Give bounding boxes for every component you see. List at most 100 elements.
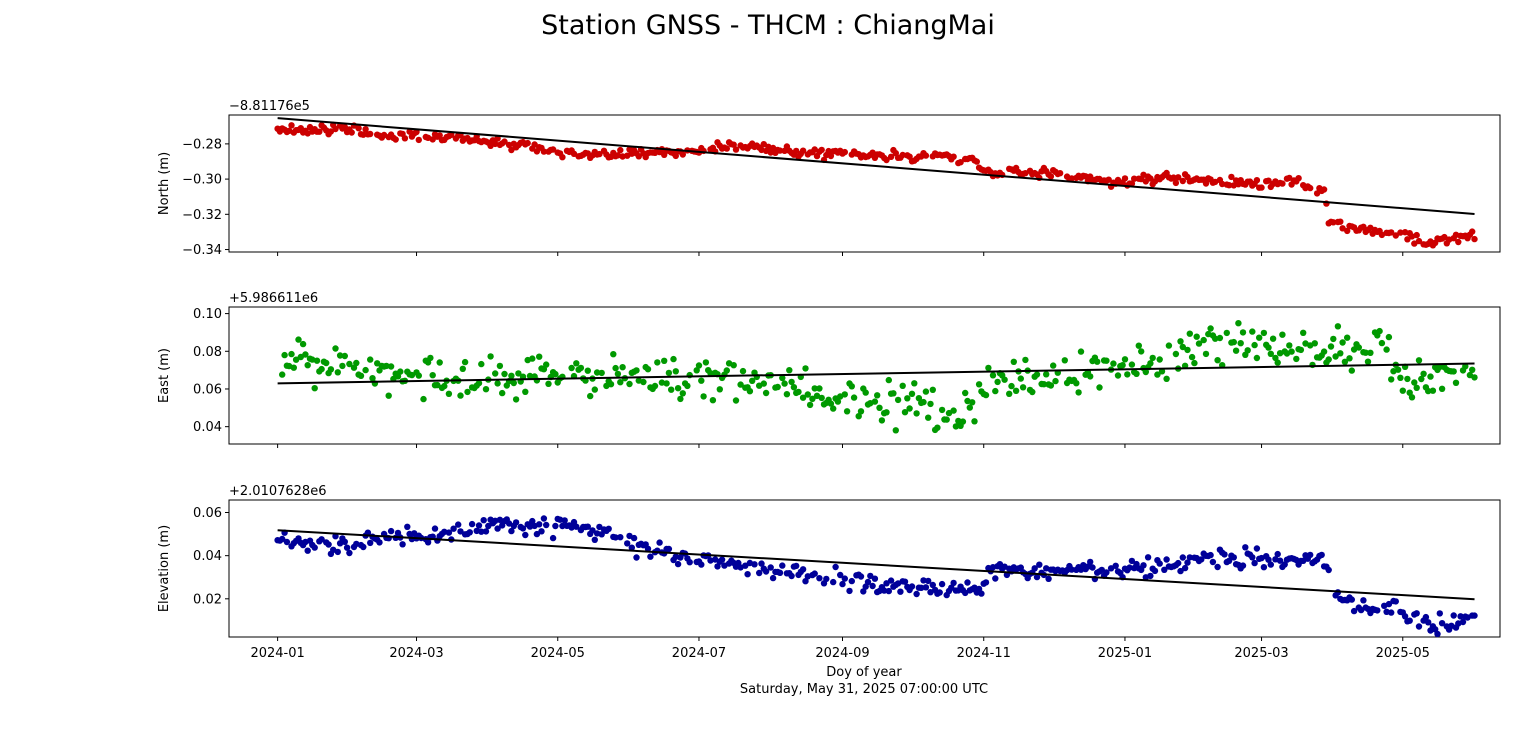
data-point bbox=[1346, 355, 1353, 362]
data-point bbox=[1378, 339, 1386, 347]
data-point bbox=[1094, 358, 1101, 365]
data-point bbox=[644, 366, 652, 373]
data-point bbox=[1161, 566, 1168, 573]
data-point bbox=[1175, 559, 1182, 567]
data-point bbox=[626, 380, 633, 388]
data-point bbox=[670, 355, 677, 363]
data-point bbox=[364, 529, 372, 536]
data-point bbox=[1344, 334, 1351, 341]
data-point bbox=[1031, 565, 1038, 572]
data-point bbox=[1149, 354, 1156, 362]
data-point bbox=[1376, 327, 1383, 335]
data-point bbox=[1114, 372, 1122, 379]
data-point bbox=[959, 418, 967, 425]
data-point bbox=[1135, 342, 1143, 349]
data-point bbox=[279, 371, 286, 378]
data-point bbox=[809, 395, 816, 402]
data-point bbox=[336, 352, 344, 359]
data-point bbox=[1457, 613, 1464, 620]
data-point bbox=[436, 132, 443, 139]
data-point bbox=[857, 408, 865, 415]
data-point bbox=[367, 356, 374, 363]
data-point bbox=[612, 364, 619, 372]
data-point bbox=[1154, 371, 1161, 378]
data-point bbox=[992, 387, 999, 395]
data-point bbox=[758, 560, 765, 567]
data-point bbox=[1286, 174, 1293, 182]
data-point bbox=[908, 583, 916, 590]
data-point bbox=[876, 404, 883, 411]
data-point bbox=[591, 386, 598, 393]
data-point bbox=[468, 520, 476, 528]
data-point bbox=[1010, 358, 1017, 365]
data-point bbox=[339, 362, 346, 370]
data-point bbox=[901, 578, 909, 585]
data-point bbox=[871, 398, 879, 405]
data-point bbox=[334, 369, 341, 376]
data-point bbox=[913, 590, 920, 598]
data-point bbox=[445, 390, 453, 397]
data-point bbox=[1434, 630, 1441, 638]
data-point bbox=[1311, 340, 1319, 347]
data-point bbox=[508, 146, 515, 154]
data-point bbox=[658, 379, 666, 386]
data-point bbox=[1360, 597, 1367, 604]
data-point bbox=[774, 383, 781, 391]
data-point bbox=[415, 136, 422, 144]
data-point bbox=[1364, 358, 1372, 365]
data-point bbox=[633, 554, 640, 561]
data-point bbox=[480, 517, 487, 524]
data-point bbox=[302, 351, 309, 358]
data-point bbox=[1184, 346, 1191, 354]
data-point bbox=[684, 382, 691, 390]
data-point bbox=[816, 575, 823, 582]
data-point bbox=[672, 368, 679, 375]
x-tick-label: 2025-01 bbox=[1098, 646, 1152, 661]
data-point bbox=[288, 350, 295, 358]
y-tick-label: 0.06 bbox=[193, 506, 222, 521]
data-point bbox=[1471, 612, 1478, 619]
data-point bbox=[376, 539, 383, 546]
data-point bbox=[1045, 575, 1052, 582]
data-point bbox=[1469, 366, 1476, 373]
data-point bbox=[1413, 610, 1420, 617]
data-point bbox=[832, 563, 839, 571]
data-point bbox=[482, 386, 490, 393]
data-point bbox=[283, 538, 291, 546]
data-point bbox=[360, 131, 367, 138]
data-point bbox=[1249, 554, 1256, 561]
data-point bbox=[894, 396, 902, 404]
data-point bbox=[485, 522, 492, 530]
data-point bbox=[1425, 387, 1432, 395]
data-point bbox=[538, 528, 545, 535]
data-point bbox=[299, 340, 307, 348]
data-point bbox=[925, 414, 932, 421]
data-point bbox=[1427, 373, 1434, 380]
data-point bbox=[1385, 333, 1393, 341]
data-point bbox=[1033, 573, 1041, 581]
y-tick-label: 0.02 bbox=[193, 592, 222, 607]
trend-line-north bbox=[277, 117, 1475, 215]
data-point bbox=[1237, 340, 1244, 347]
data-point bbox=[668, 386, 675, 393]
data-point bbox=[934, 424, 941, 431]
data-point bbox=[482, 528, 490, 535]
data-point bbox=[971, 418, 978, 425]
data-point bbox=[677, 395, 684, 403]
data-point bbox=[1325, 566, 1332, 574]
data-point bbox=[1281, 561, 1288, 568]
data-point bbox=[1172, 179, 1180, 187]
data-point bbox=[992, 575, 999, 582]
data-point bbox=[1401, 613, 1409, 620]
data-point bbox=[661, 357, 668, 364]
data-point bbox=[404, 523, 411, 530]
data-point bbox=[1128, 557, 1136, 565]
data-point bbox=[698, 377, 705, 384]
data-point bbox=[1172, 350, 1180, 358]
data-point bbox=[543, 361, 550, 368]
data-point bbox=[508, 527, 515, 535]
data-point bbox=[619, 364, 626, 371]
data-point bbox=[767, 564, 774, 571]
data-point bbox=[871, 575, 879, 582]
x-axis-sublabel: Saturday, May 31, 2025 07:00:00 UTC bbox=[739, 682, 989, 697]
